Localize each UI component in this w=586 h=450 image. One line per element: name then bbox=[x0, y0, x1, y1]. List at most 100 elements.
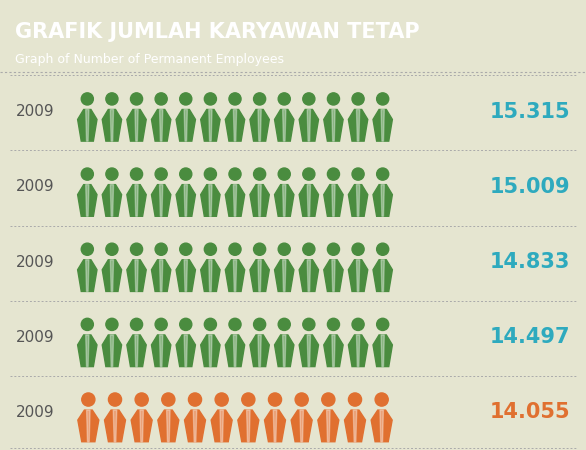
Polygon shape bbox=[127, 109, 146, 141]
Polygon shape bbox=[102, 109, 122, 141]
Text: 2009: 2009 bbox=[16, 255, 54, 270]
Polygon shape bbox=[200, 335, 220, 367]
Polygon shape bbox=[275, 335, 294, 367]
Circle shape bbox=[155, 243, 167, 255]
Polygon shape bbox=[300, 410, 304, 442]
Polygon shape bbox=[102, 184, 122, 216]
Polygon shape bbox=[282, 184, 286, 216]
Circle shape bbox=[295, 393, 308, 406]
Polygon shape bbox=[140, 410, 144, 442]
Polygon shape bbox=[200, 184, 220, 216]
Circle shape bbox=[180, 93, 192, 105]
Circle shape bbox=[108, 393, 121, 406]
Polygon shape bbox=[371, 410, 392, 442]
Polygon shape bbox=[135, 184, 138, 216]
Circle shape bbox=[328, 318, 339, 330]
Polygon shape bbox=[332, 260, 335, 292]
Text: 14.497: 14.497 bbox=[490, 327, 571, 347]
Polygon shape bbox=[77, 335, 97, 367]
Circle shape bbox=[375, 393, 389, 406]
Circle shape bbox=[352, 318, 364, 330]
Text: 2009: 2009 bbox=[16, 405, 54, 420]
Polygon shape bbox=[151, 335, 171, 367]
Circle shape bbox=[155, 93, 167, 105]
Polygon shape bbox=[381, 335, 384, 367]
Polygon shape bbox=[220, 410, 223, 442]
Polygon shape bbox=[135, 335, 138, 367]
Circle shape bbox=[229, 318, 241, 330]
Circle shape bbox=[155, 168, 167, 180]
Polygon shape bbox=[110, 109, 114, 141]
Polygon shape bbox=[159, 335, 163, 367]
Circle shape bbox=[229, 168, 241, 180]
Polygon shape bbox=[86, 260, 89, 292]
Polygon shape bbox=[127, 260, 146, 292]
Circle shape bbox=[352, 168, 364, 180]
Circle shape bbox=[106, 168, 118, 180]
Polygon shape bbox=[324, 335, 343, 367]
Polygon shape bbox=[159, 109, 163, 141]
Circle shape bbox=[162, 393, 175, 406]
Polygon shape bbox=[200, 109, 220, 141]
Circle shape bbox=[81, 318, 93, 330]
Polygon shape bbox=[209, 335, 212, 367]
Text: 14.055: 14.055 bbox=[490, 402, 571, 423]
Polygon shape bbox=[78, 410, 99, 442]
Polygon shape bbox=[258, 335, 261, 367]
Polygon shape bbox=[282, 260, 286, 292]
Circle shape bbox=[106, 243, 118, 255]
Polygon shape bbox=[127, 335, 146, 367]
Polygon shape bbox=[233, 260, 237, 292]
Polygon shape bbox=[275, 109, 294, 141]
Polygon shape bbox=[356, 260, 360, 292]
Polygon shape bbox=[151, 109, 171, 141]
Circle shape bbox=[377, 93, 389, 105]
Polygon shape bbox=[381, 260, 384, 292]
Polygon shape bbox=[373, 109, 393, 141]
Circle shape bbox=[205, 318, 216, 330]
Circle shape bbox=[135, 393, 148, 406]
Circle shape bbox=[155, 318, 167, 330]
Circle shape bbox=[328, 93, 339, 105]
Circle shape bbox=[131, 93, 142, 105]
Polygon shape bbox=[299, 184, 319, 216]
Polygon shape bbox=[345, 410, 366, 442]
Polygon shape bbox=[110, 335, 114, 367]
Polygon shape bbox=[258, 184, 261, 216]
Polygon shape bbox=[233, 335, 237, 367]
Circle shape bbox=[205, 168, 216, 180]
Polygon shape bbox=[381, 184, 384, 216]
Polygon shape bbox=[151, 260, 171, 292]
Polygon shape bbox=[332, 335, 335, 367]
Polygon shape bbox=[102, 260, 122, 292]
Polygon shape bbox=[127, 184, 146, 216]
Polygon shape bbox=[225, 335, 245, 367]
Polygon shape bbox=[258, 260, 261, 292]
Circle shape bbox=[242, 393, 255, 406]
Circle shape bbox=[268, 393, 281, 406]
Polygon shape bbox=[77, 260, 97, 292]
Polygon shape bbox=[275, 260, 294, 292]
Polygon shape bbox=[275, 184, 294, 216]
Circle shape bbox=[352, 243, 364, 255]
Circle shape bbox=[189, 393, 202, 406]
Polygon shape bbox=[264, 410, 285, 442]
Circle shape bbox=[82, 393, 95, 406]
Polygon shape bbox=[250, 184, 270, 216]
Polygon shape bbox=[102, 335, 122, 367]
Circle shape bbox=[229, 93, 241, 105]
Circle shape bbox=[303, 243, 315, 255]
Text: 2009: 2009 bbox=[16, 180, 54, 194]
Circle shape bbox=[328, 168, 339, 180]
Polygon shape bbox=[324, 184, 343, 216]
Polygon shape bbox=[247, 410, 250, 442]
Circle shape bbox=[303, 93, 315, 105]
Polygon shape bbox=[200, 260, 220, 292]
Text: GRAFIK JUMLAH KARYAWAN TETAP: GRAFIK JUMLAH KARYAWAN TETAP bbox=[15, 22, 419, 42]
Polygon shape bbox=[250, 260, 270, 292]
Polygon shape bbox=[184, 260, 188, 292]
Polygon shape bbox=[381, 109, 384, 141]
Polygon shape bbox=[131, 410, 152, 442]
Polygon shape bbox=[373, 260, 393, 292]
Polygon shape bbox=[225, 109, 245, 141]
